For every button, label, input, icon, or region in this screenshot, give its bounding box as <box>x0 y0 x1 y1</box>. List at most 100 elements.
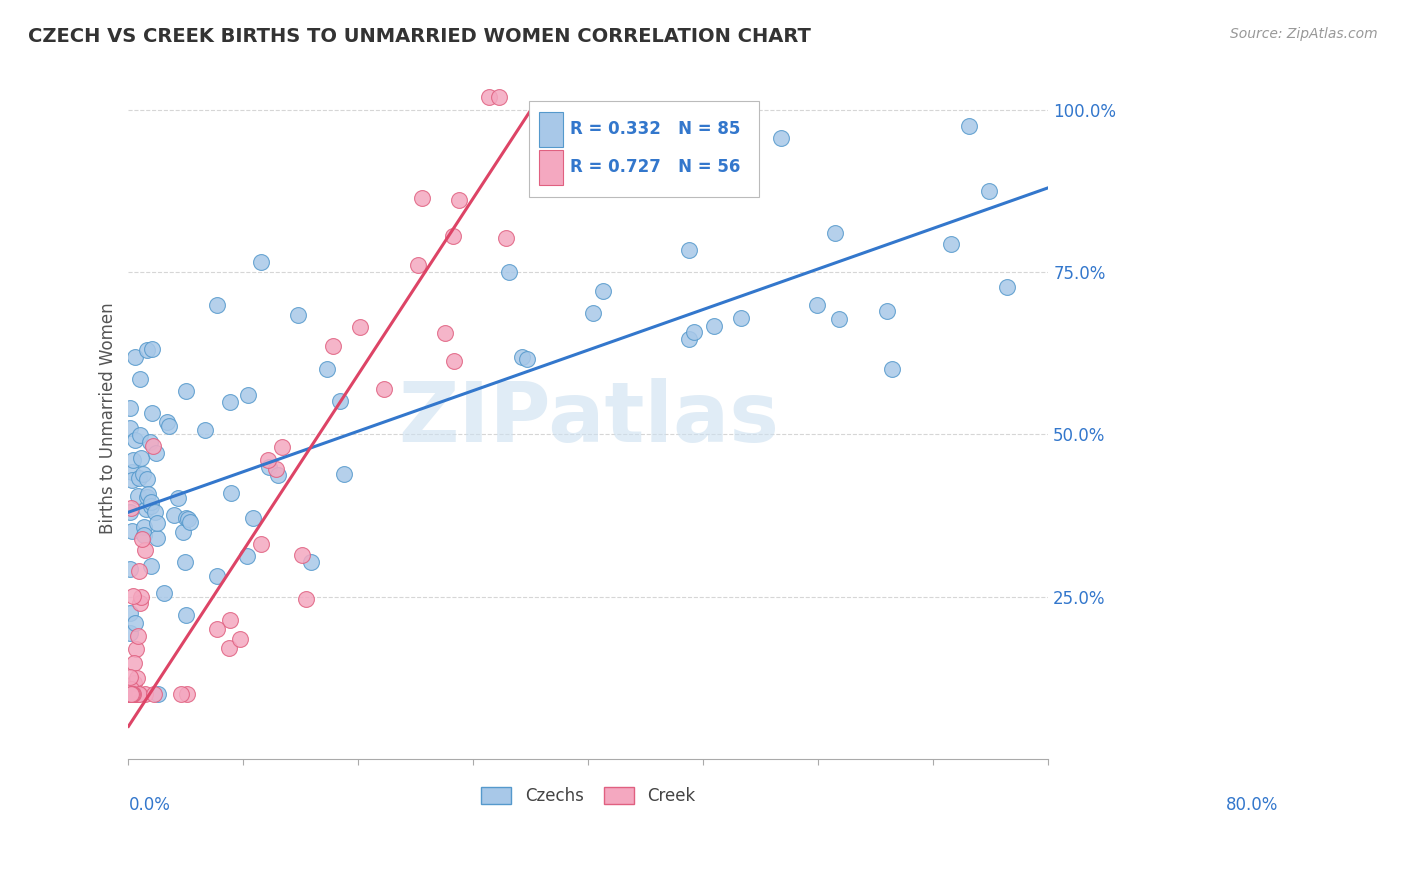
Point <box>806 298 828 312</box>
Point <box>156 415 179 429</box>
Point <box>120 421 142 435</box>
Point <box>129 372 152 386</box>
Point <box>124 350 146 364</box>
Point <box>120 687 142 701</box>
Point <box>135 343 157 357</box>
Point <box>122 675 145 690</box>
Point <box>678 332 700 346</box>
Point <box>441 228 464 243</box>
Point <box>131 533 153 547</box>
Point <box>266 462 288 476</box>
Point <box>488 90 510 104</box>
Point <box>218 395 240 409</box>
Point <box>174 384 197 398</box>
Point <box>218 641 240 656</box>
Point <box>157 418 180 433</box>
Point <box>121 473 143 487</box>
Text: Source: ZipAtlas.com: Source: ZipAtlas.com <box>1230 27 1378 41</box>
Point <box>433 326 456 340</box>
Point <box>118 687 141 701</box>
Point <box>322 338 344 352</box>
Text: CZECH VS CREEK BIRTHS TO UNMARRIED WOMEN CORRELATION CHART: CZECH VS CREEK BIRTHS TO UNMARRIED WOMEN… <box>28 27 811 45</box>
Point <box>880 362 903 376</box>
Point <box>997 280 1019 294</box>
Point <box>194 423 217 437</box>
Point <box>143 687 166 701</box>
Point <box>118 505 141 519</box>
Point <box>139 495 162 509</box>
Point <box>134 528 156 542</box>
Point <box>179 515 201 529</box>
Point <box>173 555 195 569</box>
Point <box>176 687 198 701</box>
Point <box>329 393 352 408</box>
Point <box>169 687 191 701</box>
Point <box>141 406 163 420</box>
Point <box>129 590 152 604</box>
Point <box>266 468 288 483</box>
Text: R = 0.727   N = 56: R = 0.727 N = 56 <box>569 159 741 177</box>
Point <box>122 590 145 604</box>
Point <box>122 687 145 701</box>
Point <box>141 343 163 357</box>
Point <box>678 243 700 257</box>
Point <box>121 687 143 701</box>
FancyBboxPatch shape <box>538 150 562 186</box>
Point <box>129 427 152 442</box>
Point <box>121 687 143 701</box>
Point <box>498 265 520 279</box>
Point <box>146 516 169 530</box>
Point <box>129 596 152 610</box>
Point <box>939 236 962 251</box>
Point <box>135 472 157 486</box>
Point <box>131 450 153 465</box>
Point <box>177 511 200 525</box>
Point <box>124 687 146 701</box>
Point <box>128 687 150 701</box>
Point <box>166 491 188 506</box>
Point <box>120 500 142 515</box>
Point <box>495 230 517 244</box>
Point <box>316 362 339 376</box>
Point <box>120 687 142 701</box>
Point <box>250 255 273 269</box>
Point <box>142 439 165 453</box>
Point <box>205 622 228 636</box>
Point <box>127 630 149 644</box>
Point <box>121 453 143 467</box>
Point <box>592 284 614 298</box>
Point <box>121 524 143 538</box>
Point <box>121 465 143 479</box>
Point <box>174 608 197 623</box>
Point <box>121 687 143 701</box>
Point <box>205 569 228 583</box>
Text: 80.0%: 80.0% <box>1226 797 1278 814</box>
Text: ZIPatlas: ZIPatlas <box>398 377 779 458</box>
Point <box>127 687 149 701</box>
Point <box>299 555 322 569</box>
Point <box>118 670 141 684</box>
Point <box>120 682 142 697</box>
Point <box>118 401 141 415</box>
Point <box>120 687 142 701</box>
Y-axis label: Births to Unmarried Women: Births to Unmarried Women <box>100 302 117 534</box>
Point <box>271 440 294 454</box>
Point <box>449 193 471 207</box>
Point <box>478 90 501 104</box>
Point <box>242 511 264 525</box>
Point <box>120 687 142 701</box>
Point <box>124 615 146 630</box>
Point <box>703 319 725 334</box>
Point <box>205 298 228 312</box>
Point <box>977 184 1000 198</box>
Point <box>139 558 162 573</box>
Point <box>582 306 605 320</box>
Point <box>683 325 706 339</box>
Point <box>332 467 354 481</box>
Point <box>349 320 371 334</box>
Point <box>516 352 538 367</box>
Point <box>219 613 242 627</box>
Point <box>957 119 980 133</box>
Legend: Czechs, Creek: Czechs, Creek <box>475 780 702 812</box>
Point <box>120 687 142 701</box>
